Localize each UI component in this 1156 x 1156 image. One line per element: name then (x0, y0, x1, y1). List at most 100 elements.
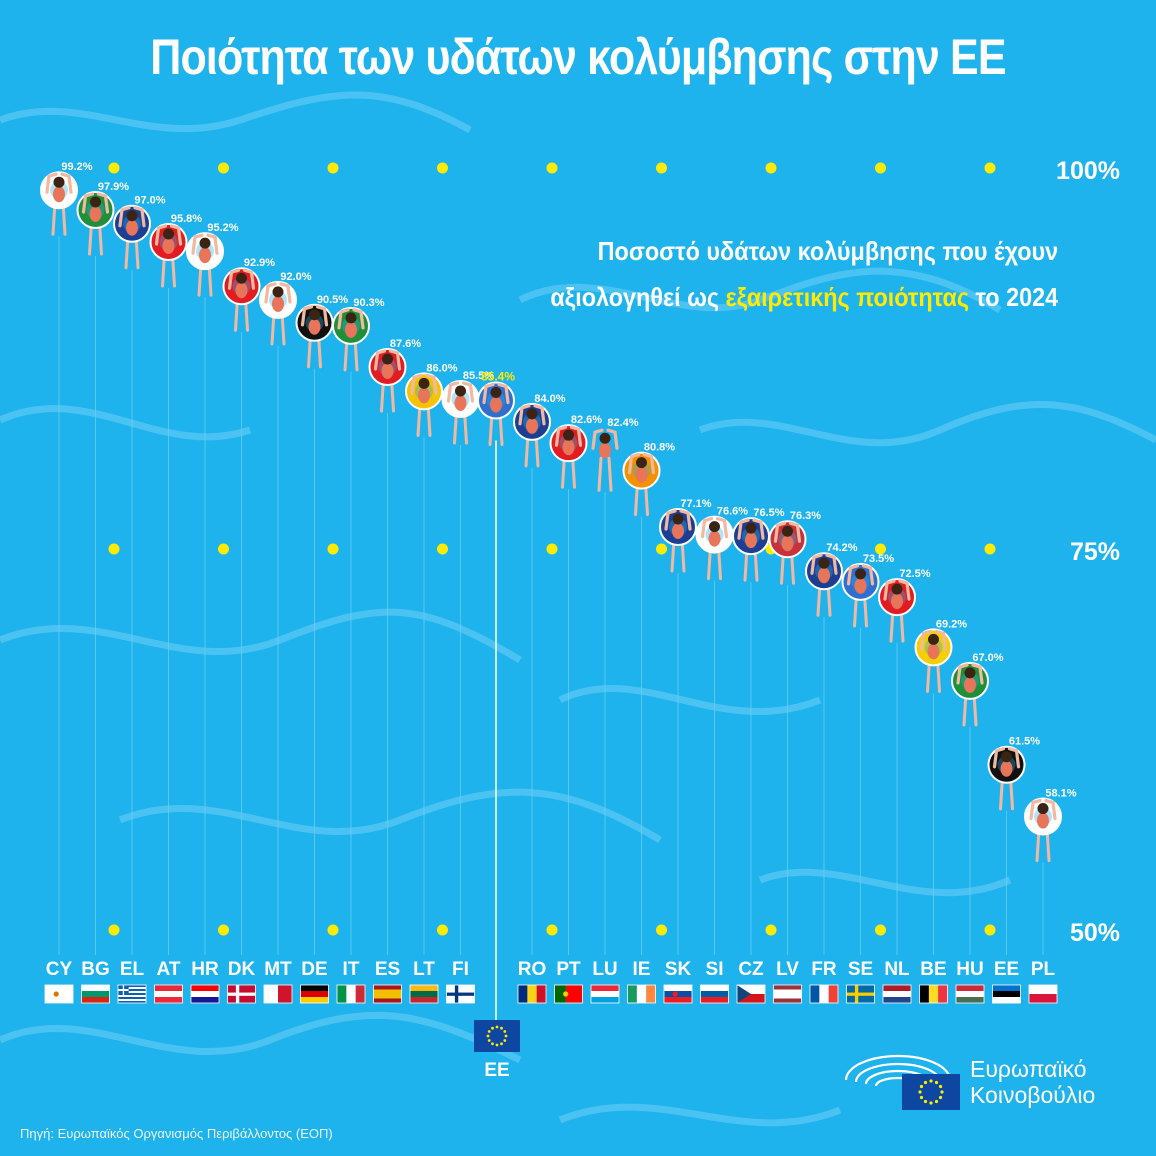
flag-HU-icon (955, 984, 985, 1004)
flag-CY-icon (44, 984, 74, 1004)
value-label-HU: 67.0% (972, 652, 1003, 664)
value-label-BG: 97.9% (98, 181, 129, 193)
value-label-CY: 99.2% (61, 161, 92, 173)
ripple-9 (558, 1103, 842, 1127)
country-code-DE: DE (301, 959, 327, 980)
grid-dot (875, 924, 886, 936)
guide-lines (58, 236, 1044, 1020)
swimmer-SI (695, 515, 734, 581)
grid-dot (108, 162, 120, 174)
subtitle-line-2: αξιολογηθεί ως εξαιρετικής ποιότητας το … (550, 274, 1058, 320)
value-label-PL: 58.1% (1045, 788, 1076, 800)
flag-DK-icon (227, 984, 256, 1004)
value-label-LT: 86.0% (426, 362, 457, 374)
flag-SK-icon (663, 984, 693, 1004)
ripple-3 (698, 401, 1156, 447)
ripple-1 (518, 267, 1002, 314)
value-label-FR: 74.2% (826, 542, 857, 554)
grid-dot (656, 924, 667, 936)
country-code-BE: BE (920, 959, 946, 980)
flag-SE-icon (846, 984, 875, 1004)
grid-dot (656, 543, 667, 555)
ripple-8 (0, 1011, 522, 1064)
swimmer-IE (622, 451, 661, 517)
flag-CZ-icon (736, 984, 766, 1004)
value-label-SK: 77.1% (680, 498, 711, 510)
swimmer-DE (295, 303, 334, 369)
parliament-hemicycle-icon (844, 1054, 960, 1110)
value-label-IT: 90.3% (353, 297, 384, 309)
swimmer-HR (186, 232, 224, 297)
grid-dot (437, 162, 448, 174)
swimmer-BG (76, 191, 115, 256)
ripple-5 (558, 684, 822, 716)
flag-LT-icon (409, 984, 439, 1004)
swimmer-RO (513, 402, 551, 468)
value-label-ES: 87.6% (390, 338, 421, 350)
grid-dot (327, 924, 339, 936)
value-label-EE: 61.5% (1009, 736, 1040, 748)
country-code-HR: HR (191, 959, 219, 980)
flag-DE-icon (300, 984, 329, 1004)
country-code-LU: LU (592, 959, 617, 980)
country-code-RO: RO (518, 959, 547, 980)
grid-dot (437, 543, 448, 555)
grid-dot (765, 924, 777, 936)
grid-dot (984, 543, 996, 555)
subtitle-line-1: Ποσοστό υδάτων κολύμβησης που έχουν (597, 236, 1058, 266)
value-label-FI: 85.5% (463, 370, 494, 382)
country-code-MT: MT (264, 959, 292, 980)
swimmer-LV (768, 520, 807, 585)
swimmer-BE (914, 628, 953, 693)
grid-dot (437, 924, 448, 936)
swimmer-ES (368, 347, 407, 413)
flag-MT-icon (263, 984, 293, 1004)
swimmer-eu (477, 381, 515, 447)
ripple-0 (0, 91, 472, 134)
ripple-6 (118, 788, 662, 844)
grid-dot (108, 543, 120, 555)
flag-IT-icon (336, 984, 366, 1004)
swimmer-SE (841, 562, 880, 628)
logo-line-2: Κοινοβούλιο (970, 1082, 1096, 1108)
grid-dot (875, 162, 886, 174)
country-code-CY: CY (46, 959, 73, 980)
swimmer-MT (259, 280, 297, 346)
swimmer-IT (332, 306, 370, 372)
country-code-HU: HU (956, 959, 983, 980)
country-code-IT: IT (343, 959, 360, 980)
value-label-DE: 90.5% (317, 294, 348, 306)
swimmer-HU (951, 661, 989, 727)
logo-line-1: Ευρωπαϊκό (970, 1056, 1087, 1082)
value-label-EL: 97.0% (134, 195, 165, 207)
country-code-NL: NL (884, 959, 910, 980)
eu-average-label: ΕΕ (484, 1060, 510, 1081)
swimmer-LT (405, 372, 443, 437)
country-code-LT: LT (413, 959, 435, 980)
grid-dots (108, 162, 996, 936)
logo-text: Ευρωπαϊκό Κοινοβούλιο (970, 1056, 1095, 1108)
flag-BG-icon (81, 984, 110, 1004)
flag-AT-icon (154, 984, 183, 1004)
flag-ES-icon (373, 984, 402, 1004)
flag-LV-icon (773, 984, 802, 1004)
value-label-SE: 73.5% (863, 553, 894, 565)
grid-dot (218, 543, 229, 555)
flag-RO-icon (517, 984, 547, 1004)
grid-dot (108, 924, 120, 936)
swimmer-CZ (732, 517, 770, 582)
value-label-HR: 95.2% (207, 222, 238, 234)
subtitle-line-2-start: αξιολογηθεί ως (550, 282, 726, 312)
value-label-CZ: 76.5% (753, 507, 784, 519)
value-label-NL: 72.5% (899, 568, 930, 580)
swimmer-NL (878, 578, 916, 643)
value-label-RO: 84.0% (534, 393, 565, 405)
value-label-LV: 76.3% (790, 510, 821, 522)
y-tick-label: 100% (1056, 157, 1120, 185)
country-code-BG: BG (81, 959, 110, 980)
flag-NL-icon (882, 984, 912, 1004)
value-label-IE: 80.8% (644, 442, 675, 454)
swimmer-CY (40, 171, 78, 236)
